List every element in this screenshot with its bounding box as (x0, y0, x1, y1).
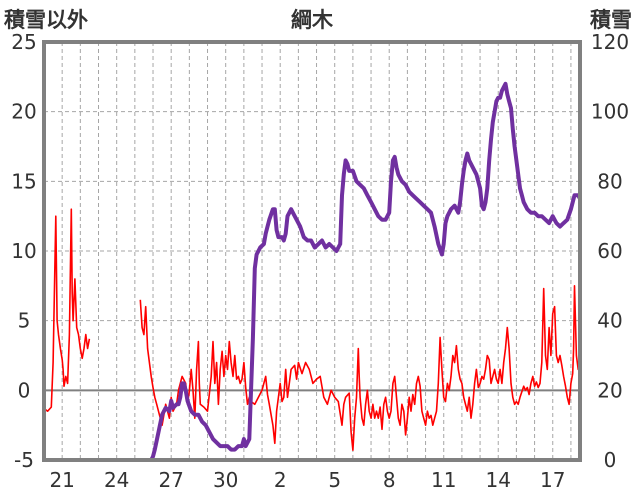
gridlines (44, 42, 580, 460)
series-lines (44, 81, 580, 460)
x-tick-label: 2 (274, 468, 287, 492)
plot-frame (42, 40, 582, 462)
x-tick-label: 27 (158, 468, 183, 492)
x-tick-label: 17 (540, 468, 565, 492)
left-tick-label: 0 (18, 378, 31, 402)
x-tick-label: 5 (328, 468, 341, 492)
other-series-line (44, 208, 91, 413)
other-series-line (139, 284, 580, 452)
right-tick-label: 40 (597, 309, 622, 333)
left-axis-label: 積雪以外 (4, 8, 88, 32)
right-tick-label: 100 (591, 100, 629, 124)
x-tick-label: 8 (383, 468, 396, 492)
left-tick-label: -5 (14, 448, 34, 472)
x-tick-label: 30 (213, 468, 238, 492)
left-tick-label: 5 (18, 309, 31, 333)
x-tick-label: 11 (431, 468, 456, 492)
left-tick-label: 25 (11, 30, 36, 54)
left-tick-label: 15 (11, 169, 36, 193)
left-tick-label: 20 (11, 100, 36, 124)
right-tick-label: 60 (597, 239, 622, 263)
chart-title: 綱木 (291, 8, 334, 32)
snow_depth-series-line (138, 81, 580, 460)
x-tick-label: 24 (104, 468, 129, 492)
right-axis-label: 積雪 (590, 8, 632, 32)
x-tick-label: 14 (486, 468, 511, 492)
right-tick-label: 20 (597, 378, 622, 402)
right-tick-label: 0 (604, 448, 617, 472)
right-tick-label: 80 (597, 169, 622, 193)
left-tick-label: 10 (11, 239, 36, 263)
x-tick-label: 21 (49, 468, 74, 492)
right-tick-label: 120 (591, 30, 629, 54)
